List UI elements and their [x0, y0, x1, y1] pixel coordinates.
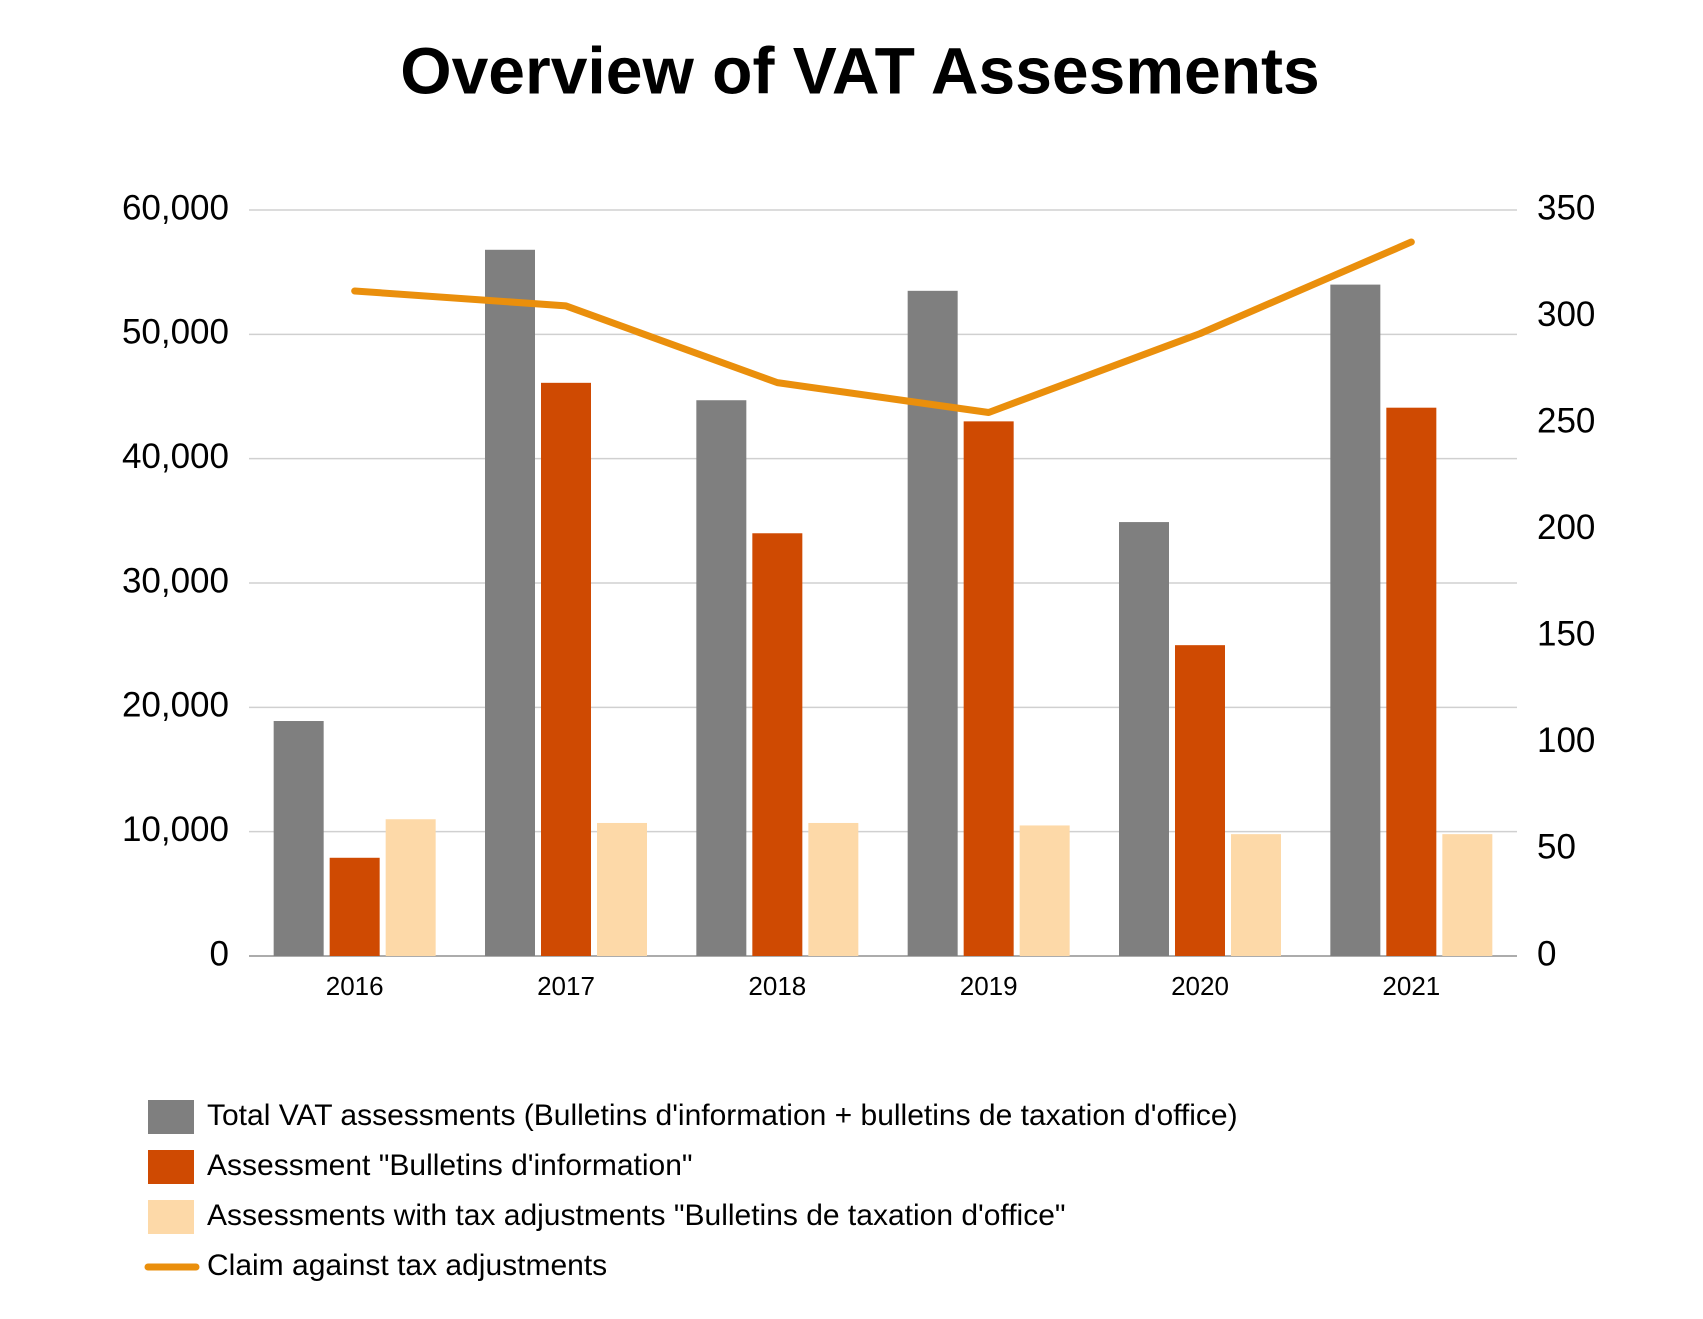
bar [696, 400, 747, 957]
bar [808, 822, 859, 956]
bar [1019, 825, 1070, 956]
bar [273, 721, 324, 956]
legend-label: Assessment "Bulletins d'information" [207, 1149, 693, 1182]
legend-label: Assessments with tax adjustments "Bullet… [207, 1199, 1066, 1232]
bar [1119, 522, 1169, 956]
chart-title: Overview of VAT Assesments [400, 33, 1319, 107]
y2-tick-label: 150 [1537, 615, 1595, 654]
bar [1231, 834, 1281, 956]
bar [541, 382, 591, 956]
x-tick-label: 2016 [326, 971, 384, 1001]
bar [752, 533, 803, 956]
y-tick-label: 40,000 [122, 437, 229, 476]
bar [907, 290, 958, 957]
line-series [351, 238, 1415, 416]
bar [329, 857, 380, 956]
bar [1442, 834, 1493, 956]
legend-swatch [148, 1100, 194, 1134]
x-tick-label: 2020 [1171, 971, 1229, 1001]
y2-tick-label: 350 [1537, 188, 1595, 227]
legend-label: Total VAT assessments (Bulletins d'infor… [207, 1099, 1238, 1132]
y2-tick-label: 250 [1537, 401, 1595, 440]
y-tick-label: 60,000 [122, 188, 229, 227]
y-tick-label: 0 [210, 934, 229, 973]
x-tick-label: 2019 [960, 971, 1018, 1001]
legend-swatch [148, 1200, 194, 1234]
bar [485, 249, 535, 956]
y-tick-label: 20,000 [122, 686, 229, 725]
bar [963, 421, 1014, 956]
bar [385, 819, 436, 956]
bar [1175, 645, 1225, 956]
y2-tick-label: 50 [1537, 828, 1576, 867]
y2-tick-label: 300 [1537, 295, 1595, 334]
x-tick-label: 2018 [748, 971, 806, 1001]
legend-swatch [148, 1150, 194, 1184]
x-tick-label: 2021 [1382, 971, 1440, 1001]
y-tick-label: 10,000 [122, 810, 229, 849]
legend-label: Claim against tax adjustments [207, 1249, 607, 1282]
y2-tick-label: 200 [1537, 508, 1595, 547]
y2-tick-label: 100 [1537, 721, 1595, 760]
y2-tick-label: 0 [1537, 934, 1556, 973]
bar [597, 822, 647, 956]
bar [1330, 284, 1381, 957]
y-tick-label: 50,000 [122, 313, 229, 352]
y-tick-label: 30,000 [122, 561, 229, 600]
bar [1386, 407, 1437, 956]
x-tick-label: 2017 [537, 971, 595, 1001]
